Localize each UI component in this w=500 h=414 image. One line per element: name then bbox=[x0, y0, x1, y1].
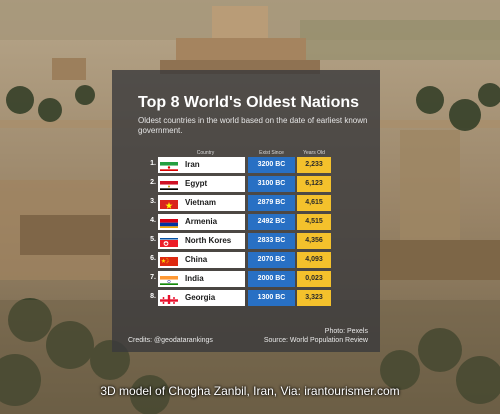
rank-label: 7. bbox=[150, 274, 156, 281]
country-name: North Kores bbox=[185, 236, 232, 245]
exist-since-cell: 2000 BC bbox=[248, 271, 295, 287]
exist-since-cell: 1300 BC bbox=[248, 290, 295, 306]
rank-label: 1. bbox=[150, 160, 156, 167]
armenia-flag-icon bbox=[160, 217, 178, 228]
table-row: 6. China 2070 BC 4,093 bbox=[140, 252, 332, 268]
image-caption: 3D model of Chogha Zanbil, Iran, Via: ir… bbox=[100, 384, 400, 398]
country-cell: China bbox=[158, 252, 245, 268]
country-cell: India bbox=[158, 271, 245, 287]
country-name: Georgia bbox=[185, 293, 216, 302]
source-line: Source: World Population Review bbox=[263, 337, 368, 344]
rank-label: 2. bbox=[150, 179, 156, 186]
years-old-cell: 6,123 bbox=[297, 176, 331, 192]
china-flag-icon bbox=[160, 255, 178, 266]
india-flag-icon bbox=[160, 274, 178, 285]
chart-subtitle: Oldest countries in the world based on t… bbox=[138, 116, 368, 135]
country-cell: North Kores bbox=[158, 233, 245, 249]
exist-since-cell: 2833 BC bbox=[248, 233, 295, 249]
years-old-cell: 4,356 bbox=[297, 233, 331, 249]
country-cell: Iran bbox=[158, 157, 245, 173]
country-name: Armenia bbox=[185, 217, 218, 226]
country-cell: Georgia bbox=[158, 290, 245, 306]
chart-panel bbox=[112, 70, 380, 352]
years-old-cell: 4,093 bbox=[297, 252, 331, 268]
photo-credit: Photo: Pexels Source: World Population R… bbox=[260, 327, 368, 345]
country-name: China bbox=[185, 255, 208, 264]
iran-flag-icon bbox=[160, 160, 178, 171]
rank-label: 5. bbox=[150, 236, 156, 243]
years-old-cell: 3,323 bbox=[297, 290, 331, 306]
egypt-flag-icon bbox=[160, 179, 178, 190]
georgia-flag-icon bbox=[160, 293, 178, 304]
rank-label: 4. bbox=[150, 217, 156, 224]
table-row: 7. India 2000 BC 0,023 bbox=[140, 271, 332, 287]
years-old-cell: 4,615 bbox=[297, 195, 331, 211]
table-row: 1. Iran 3200 BC 2,233 bbox=[140, 157, 332, 173]
country-name: Egypt bbox=[185, 179, 208, 188]
table-row: 3. Vietnam 2879 BC 4,615 bbox=[140, 195, 332, 211]
years-old-cell: 0,023 bbox=[297, 271, 331, 287]
photo-credit-line: Photo: Pexels bbox=[324, 328, 368, 335]
rank-label: 6. bbox=[150, 255, 156, 262]
table-row: 2. Egypt 3100 BC 6,123 bbox=[140, 176, 332, 192]
country-cell: Vietnam bbox=[158, 195, 245, 211]
north-korea-flag-icon bbox=[160, 236, 178, 247]
table-row: 4. Armenia 2492 BC 4,515 bbox=[140, 214, 332, 230]
country-name: Vietnam bbox=[185, 198, 216, 207]
chart-title: Top 8 World's Oldest Nations bbox=[138, 94, 360, 111]
column-header-exist-since: Exist Since bbox=[259, 150, 284, 156]
exist-since-cell: 2879 BC bbox=[248, 195, 295, 211]
vietnam-flag-icon bbox=[160, 198, 178, 209]
years-old-cell: 4,515 bbox=[297, 214, 331, 230]
column-header-years-old: Years Old bbox=[303, 150, 325, 156]
credits-text: Credits: @geodatarankings bbox=[128, 337, 213, 344]
table-row: 8. Georgia 1300 BC 3,323 bbox=[140, 290, 332, 306]
exist-since-cell: 2492 BC bbox=[248, 214, 295, 230]
country-name: India bbox=[185, 274, 204, 283]
country-cell: Armenia bbox=[158, 214, 245, 230]
rank-label: 3. bbox=[150, 198, 156, 205]
exist-since-cell: 3100 BC bbox=[248, 176, 295, 192]
exist-since-cell: 2070 BC bbox=[248, 252, 295, 268]
country-name: Iran bbox=[185, 160, 200, 169]
years-old-cell: 2,233 bbox=[297, 157, 331, 173]
table-row: 5. North Kores 2833 BC 4,356 bbox=[140, 233, 332, 249]
column-header-country: Country bbox=[196, 150, 215, 156]
country-cell: Egypt bbox=[158, 176, 245, 192]
rank-label: 8. bbox=[150, 293, 156, 300]
exist-since-cell: 3200 BC bbox=[248, 157, 295, 173]
